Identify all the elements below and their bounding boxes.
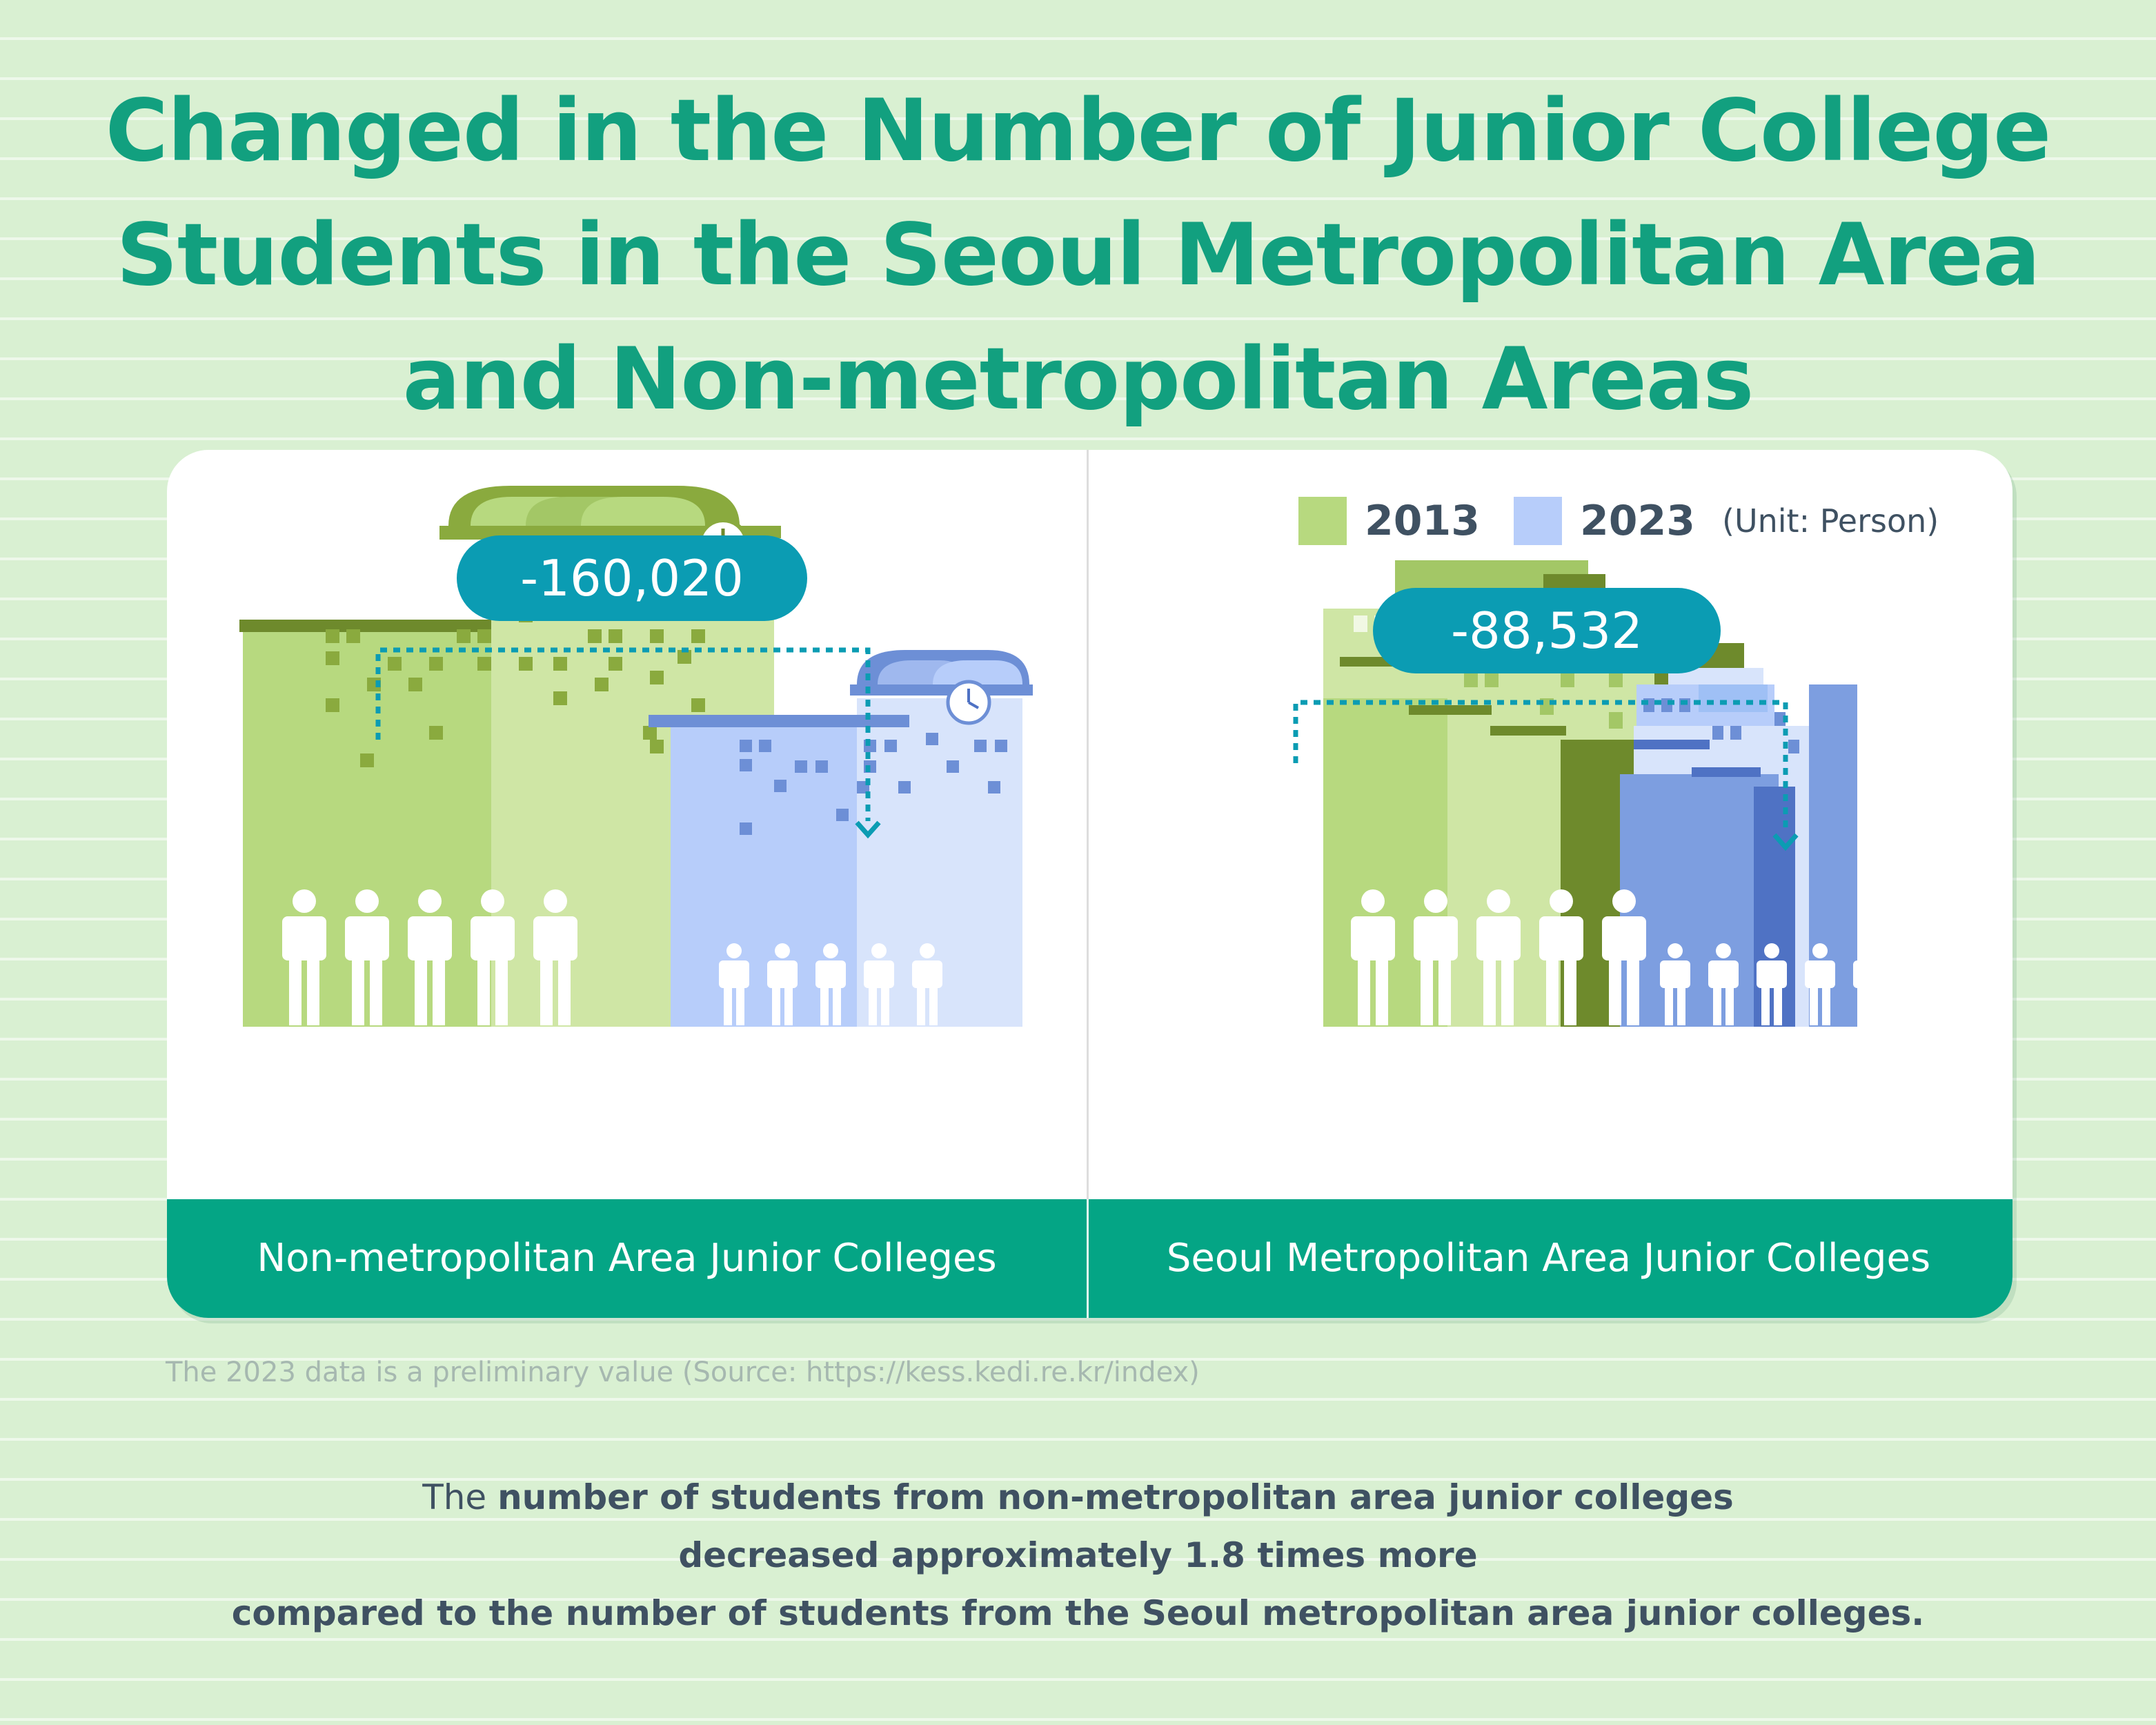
title-line-2: Students in the Seoul Metropolitan Area [116, 206, 2041, 305]
metro-change-arrow-icon [1293, 700, 1788, 834]
conclusion-line-3: compared to the number of students from … [0, 1584, 2156, 1642]
nonmetro-panel-label: Non-metropolitan Area Junior Colleges [257, 1236, 997, 1281]
metro-change-badge: -88,532 [1373, 588, 1721, 673]
conclusion-emphasis-1: number of students from non-metropolitan… [497, 1477, 1734, 1517]
title-line-3: and Non-metropolitan Areas [402, 330, 1754, 429]
nonmetro-change-arrow-icon [375, 647, 871, 821]
nonmetro-2023-building-icon [649, 650, 1033, 1027]
change-arrows [375, 647, 1799, 851]
title-line-1: Changed in the Number of Junior College [105, 81, 2051, 181]
conclusion-line-1: The number of students from non-metropol… [0, 1468, 2156, 1526]
legend: 2013 2023 [1298, 497, 1988, 545]
legend-label-2023: 2023 [1580, 497, 1695, 545]
conclusion-lead: The [422, 1477, 498, 1517]
conclusion-emphasis-2: decreased approximately 1.8 times more [678, 1535, 1478, 1575]
source-note: The 2023 data is a preliminary value (So… [166, 1357, 1200, 1388]
panel-divider [1087, 450, 1089, 1318]
conclusion-text: The number of students from non-metropol… [0, 1468, 2156, 1642]
legend-swatch-2013 [1298, 497, 1347, 545]
unit-label: (Unit: Person) [1722, 502, 1939, 540]
nonmetro-arrowhead-icon [855, 820, 881, 839]
nonmetro-change-badge: -160,020 [457, 535, 807, 621]
conclusion-emphasis-3: compared to the number of students from … [231, 1593, 1925, 1633]
card-footer [167, 1199, 2012, 1318]
metro-panel-label: Seoul Metropolitan Area Junior Colleges [1166, 1236, 1931, 1281]
footer-divider [1087, 1199, 1089, 1318]
conclusion-line-2: decreased approximately 1.8 times more [0, 1526, 2156, 1584]
legend-label-2013: 2013 [1365, 497, 1480, 545]
metro-arrowhead-icon [1772, 833, 1799, 851]
comparison-card: 2013 2023 (Unit: Person) -160,020 -88,53… [167, 450, 2012, 1318]
legend-swatch-2023 [1514, 497, 1562, 545]
page-title: Changed in the Number of Junior College … [0, 69, 2156, 442]
